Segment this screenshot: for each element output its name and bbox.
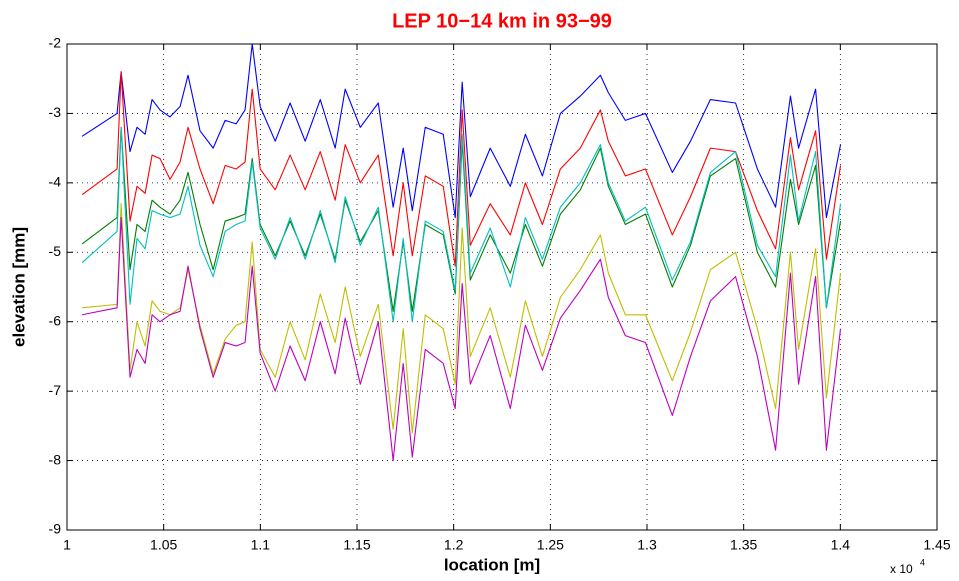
series-line [81,126,842,323]
x-tick-label: 1.35 [730,537,757,553]
chart-title: LEP 10−14 km in 93−99 [392,10,612,32]
y-tick-label: -6 [49,312,62,328]
x-tick-label: 1.15 [343,537,370,553]
x-tick-label: 1.1 [251,537,271,553]
y-tick-label: -9 [49,521,62,537]
x-tick-label: 1.4 [831,537,851,553]
y-tick-label: -3 [49,104,62,120]
x-tick-label: 1.25 [537,537,564,553]
tick-labels: 1 1.05 1.1 1.15 1.2 1.25 1.3 1.35 1.4 1.45 -9 -8 -7 -… [49,35,951,553]
y-tick-label: -7 [49,382,62,398]
x-tick-label: 1.45 [923,537,950,553]
series-line [81,71,842,267]
x-multiplier: x 10 [890,562,913,576]
y-tick-label: -8 [49,451,62,467]
y-tick-label: -4 [49,174,62,190]
y-axis-label: elevation [mm] [9,227,28,347]
series-line [81,217,842,462]
x-tick-label: 1.2 [444,537,464,553]
y-tick-label: -5 [49,243,62,259]
x-axis-label: location [m] [444,555,540,574]
x-tick-label: 1.3 [637,537,657,553]
plot-lines [81,43,842,462]
x-tick-label: 1 [63,537,71,553]
x-tick-label: 1.05 [150,537,177,553]
series-line [82,203,842,434]
series-line [81,43,842,219]
axes-box [66,43,938,531]
y-tick-label: -2 [49,35,62,51]
x-multiplier-exponent: 4 [920,557,925,567]
